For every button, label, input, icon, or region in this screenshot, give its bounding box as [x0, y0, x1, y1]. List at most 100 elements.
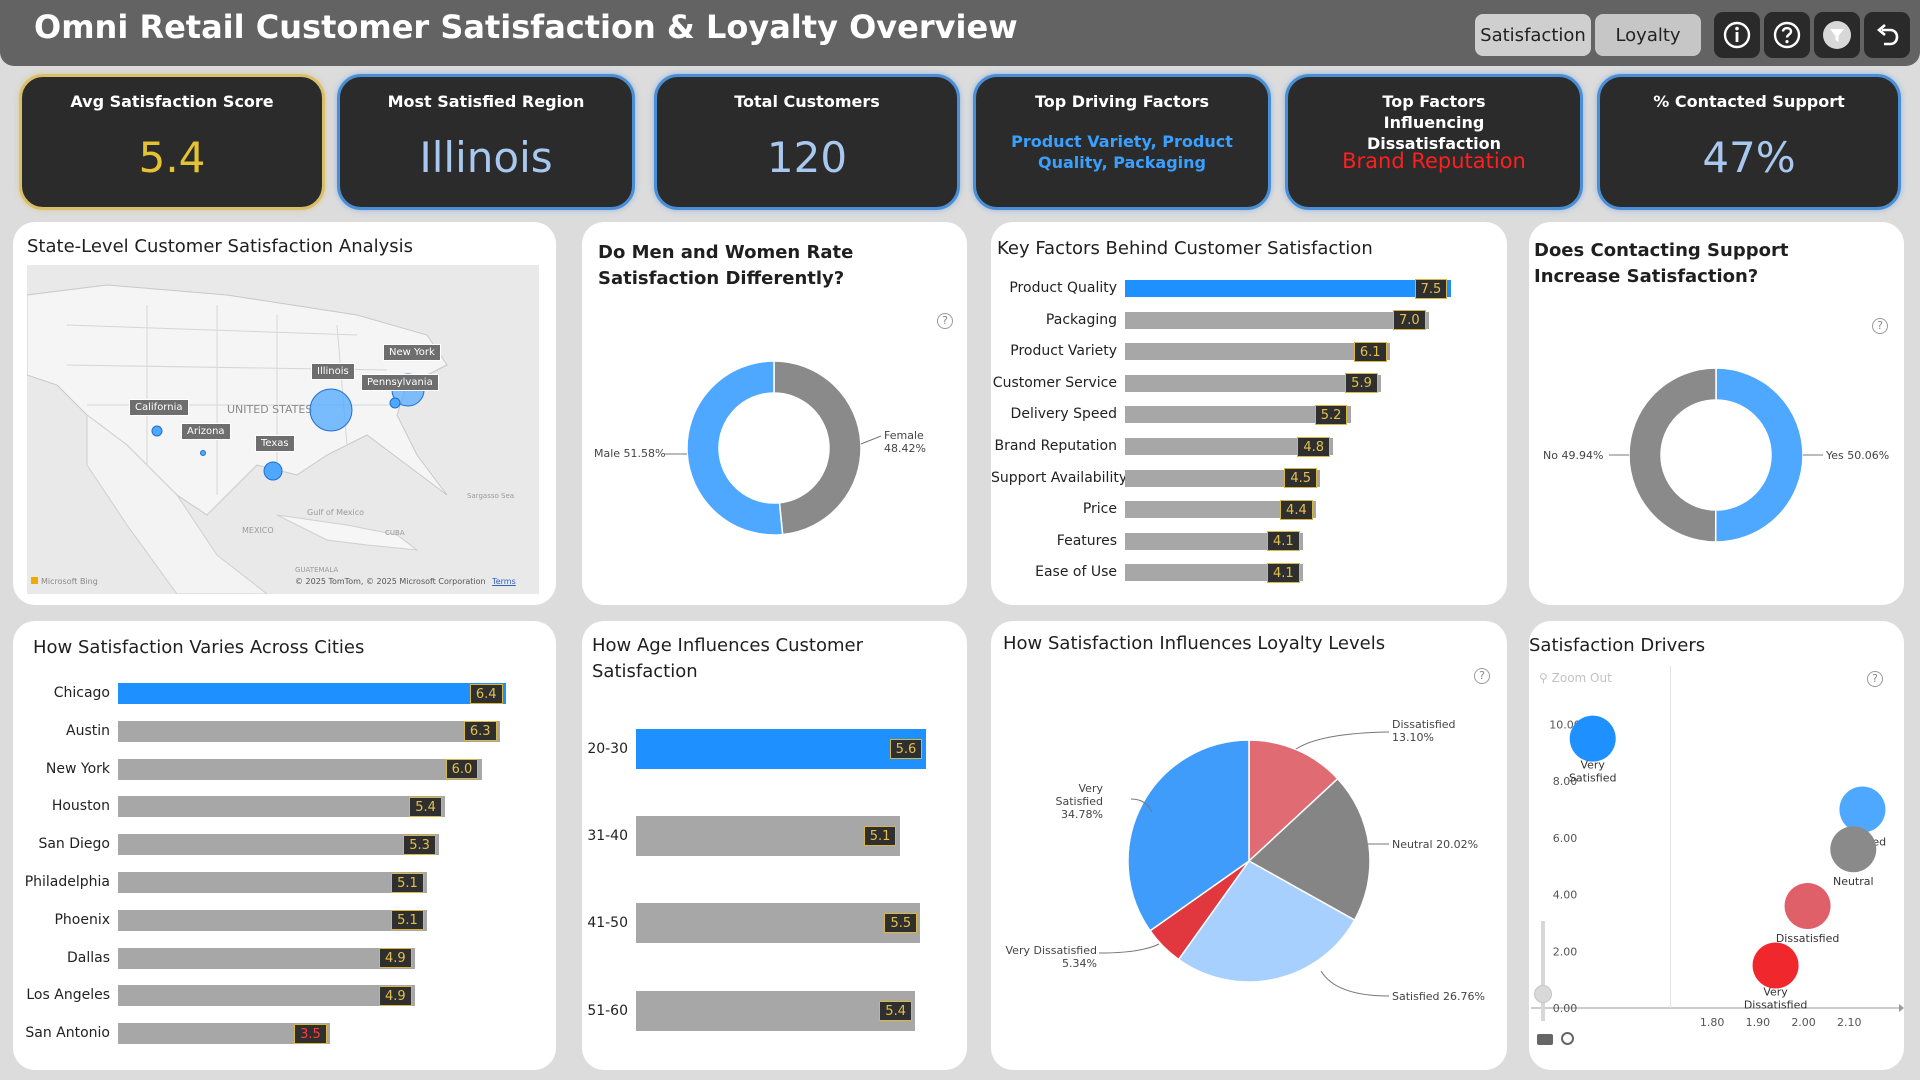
bar-row-chicago[interactable]: Chicago 6.4 [13, 683, 556, 704]
bar-row-ease-of-use[interactable]: Ease of Use 4.1 [991, 562, 1507, 583]
bar-row-dallas[interactable]: Dallas 4.9 [13, 947, 556, 969]
bar-row-20-30[interactable]: 20-30 5.6 [582, 729, 967, 769]
zoom-out-button[interactable]: ⚲ Zoom Out [1539, 671, 1612, 685]
bar-brand-reputation[interactable] [1125, 438, 1334, 455]
bar-los-angeles[interactable] [118, 985, 415, 1007]
point-satisfied[interactable] [1839, 786, 1886, 833]
back-icon[interactable] [1864, 12, 1910, 58]
slice-neutral[interactable] [1247, 777, 1371, 922]
bar-row-product-variety[interactable]: Product Variety 6.1 [991, 341, 1507, 362]
bar-row-houston[interactable]: Houston 5.4 [13, 796, 556, 818]
bar-row-new-york[interactable]: New York 6.0 [13, 758, 556, 780]
map-label-texas: Texas [255, 435, 295, 452]
bar-value-label: 4.1 [1267, 562, 1300, 583]
bar-row-los-angeles[interactable]: Los Angeles 4.9 [13, 985, 556, 1007]
bar-row-brand-reputation[interactable]: Brand Reputation 4.8 [991, 436, 1507, 457]
zoom-slider[interactable] [1534, 921, 1552, 1021]
info-icon[interactable] [1714, 12, 1760, 58]
bar-row-support-availability[interactable]: Support Availability 4.5 [991, 468, 1507, 489]
bar-delivery-speed[interactable] [1125, 406, 1351, 424]
bar-row-san-diego[interactable]: San Diego 5.3 [13, 834, 556, 856]
bar-20-30[interactable] [636, 729, 926, 769]
bing-logo: Microsoft Bing [31, 577, 98, 586]
bar-row-san-antonio[interactable]: San Antonio 3.5 [13, 1023, 556, 1045]
map-bubble-arizona[interactable] [200, 450, 206, 456]
bar-51-60[interactable] [636, 990, 916, 1031]
bar-new-york[interactable] [118, 758, 482, 780]
map-label-new-york: New York [383, 344, 441, 361]
zoom-slider-handle[interactable] [1534, 985, 1552, 1003]
bar-31-40[interactable] [636, 816, 900, 857]
age-panel: How Age Influences Customer Satisfaction… [582, 621, 967, 1070]
map-gulf-label: Gulf of Mexico [307, 508, 364, 517]
point-neutral[interactable] [1830, 826, 1877, 873]
help-icon[interactable]: ? [1872, 318, 1888, 334]
bar-product-variety[interactable] [1125, 343, 1390, 361]
bar-dallas[interactable] [118, 947, 415, 969]
leader-line-female [860, 435, 882, 445]
bar-ease-of-use[interactable] [1125, 564, 1304, 582]
bar-packaging[interactable] [1125, 311, 1429, 329]
bar-phoenix[interactable] [118, 909, 428, 931]
map-label-arizona: Arizona [181, 423, 231, 440]
point-very-satisfied[interactable] [1569, 715, 1616, 762]
bar-features[interactable] [1125, 532, 1304, 550]
slice-no[interactable] [1628, 367, 1717, 543]
slice-male[interactable] [686, 360, 784, 536]
bar-austin[interactable] [118, 720, 500, 742]
bar-chicago[interactable] [118, 683, 506, 704]
map-bubble-pennsylvania[interactable] [389, 397, 401, 409]
slice-dissatisfied[interactable] [1248, 739, 1339, 863]
bar-category-label: Customer Service [992, 374, 1117, 391]
panel-title: Does Contacting Support Increase Satisfa… [1534, 240, 1789, 287]
help-icon[interactable]: ? [1867, 671, 1883, 687]
map-bubble-texas[interactable] [263, 461, 283, 481]
bar-row-31-40[interactable]: 31-40 5.1 [582, 816, 967, 857]
kpi-value: Illinois [419, 133, 553, 182]
filter-icon[interactable] [1814, 12, 1860, 58]
bar-row-41-50[interactable]: 41-50 5.5 [582, 903, 967, 944]
help-icon[interactable] [1764, 12, 1810, 58]
bar-product-quality[interactable] [1125, 280, 1451, 297]
comment-icon[interactable] [1561, 1032, 1574, 1045]
slice-very-satisfied[interactable] [1127, 739, 1250, 932]
bar-houston[interactable] [118, 796, 446, 818]
map-bubble-california[interactable] [151, 425, 163, 437]
bar-row-customer-service[interactable]: Customer Service 5.9 [991, 373, 1507, 394]
bar-san-diego[interactable] [118, 834, 440, 856]
bar-row-product-quality[interactable]: Product Quality 7.5 [991, 278, 1507, 299]
kpi-label: Top Factors Influencing Dissatisfaction [1366, 92, 1502, 153]
tab-loyalty[interactable]: Loyalty [1595, 14, 1701, 56]
bar-row-philadelphia[interactable]: Philadelphia 5.1 [13, 872, 556, 893]
gender-panel: Do Men and Women Rate Satisfaction Diffe… [582, 222, 967, 605]
bar-price[interactable] [1125, 501, 1317, 519]
map-bubble-illinois[interactable] [309, 388, 353, 432]
leader-very-satisfied [1130, 798, 1153, 813]
tab-satisfaction[interactable]: Satisfaction [1475, 14, 1591, 56]
bar-row-packaging[interactable]: Packaging 7.0 [991, 310, 1507, 331]
camera-icon[interactable] [1537, 1034, 1553, 1045]
bar-row-51-60[interactable]: 51-60 5.4 [582, 990, 967, 1031]
slice-satisfied[interactable] [1177, 860, 1356, 983]
bar-value-label: 5.1 [391, 872, 424, 893]
point-very-dissatisfied[interactable] [1752, 942, 1799, 989]
panel-title: Key Factors Behind Customer Satisfaction [997, 238, 1373, 259]
bar-row-features[interactable]: Features 4.1 [991, 531, 1507, 552]
help-icon[interactable]: ? [937, 313, 953, 329]
point-dissatisfied[interactable] [1784, 882, 1831, 929]
bar-customer-service[interactable] [1125, 374, 1382, 392]
bar-row-delivery-speed[interactable]: Delivery Speed 5.2 [991, 404, 1507, 425]
gender-donut-chart [664, 360, 882, 536]
bar-row-austin[interactable]: Austin 6.3 [13, 720, 556, 742]
bar-philadelphia[interactable] [118, 872, 428, 893]
map-terms-link[interactable]: Terms [492, 577, 516, 586]
bar-row-price[interactable]: Price 4.4 [991, 499, 1507, 520]
slice-yes[interactable] [1714, 367, 1804, 543]
bar-row-phoenix[interactable]: Phoenix 5.1 [13, 909, 556, 931]
state-map[interactable]: UNITED STATES MEXICO Gulf of Mexico Sarg… [26, 265, 539, 595]
bar-san-antonio[interactable] [118, 1023, 331, 1045]
help-icon[interactable]: ? [1474, 668, 1490, 684]
bar-support-availability[interactable] [1125, 469, 1321, 487]
bar-41-50[interactable] [636, 903, 921, 944]
slice-female[interactable] [773, 360, 862, 536]
